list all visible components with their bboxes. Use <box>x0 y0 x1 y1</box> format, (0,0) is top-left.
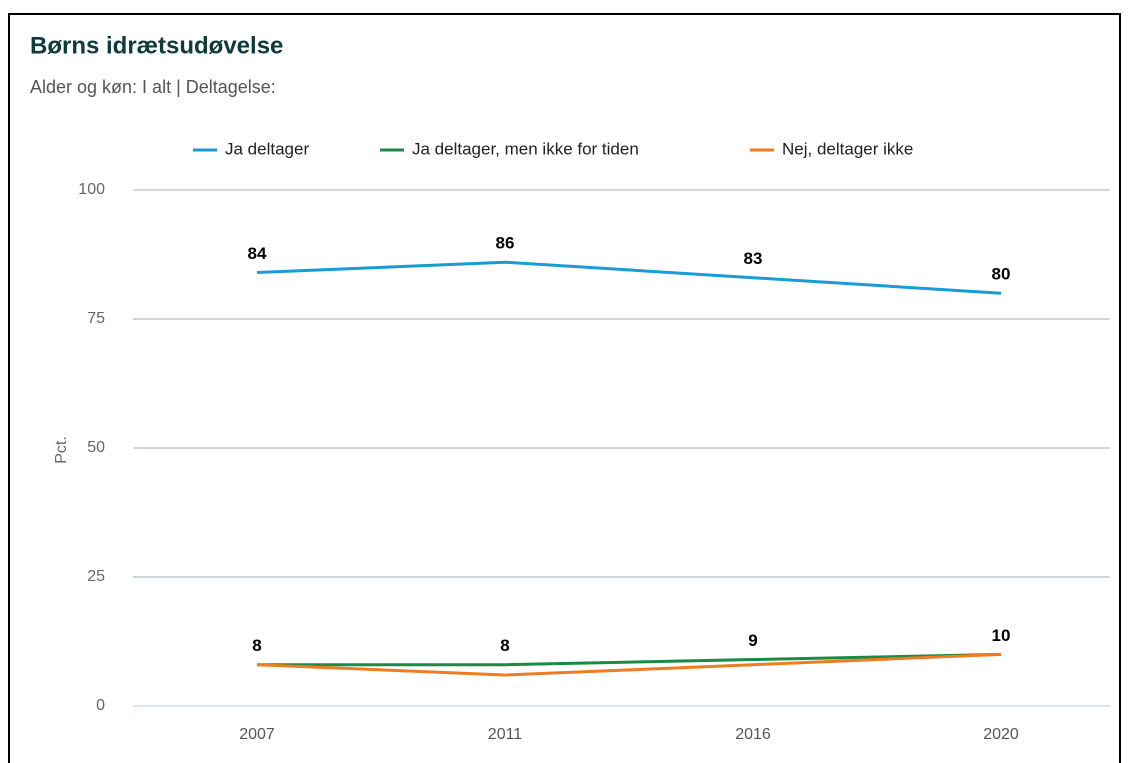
x-tick-label: 2016 <box>735 726 771 743</box>
legend-label: Ja deltager, men ikke for tiden <box>412 139 639 158</box>
x-tick-label: 2011 <box>488 726 523 743</box>
data-label: 10 <box>992 626 1011 645</box>
data-label: 8 <box>252 636 261 655</box>
x-tick-label: 2007 <box>239 726 275 743</box>
data-label: 84 <box>248 244 267 263</box>
y-tick-label: 100 <box>78 181 105 198</box>
series-line <box>256 652 1002 677</box>
series-line <box>256 260 1002 295</box>
x-tick-label: 2020 <box>983 726 1019 743</box>
frame <box>8 13 1121 763</box>
y-axis-label: Pct. <box>53 436 70 464</box>
series-line <box>257 652 1002 667</box>
data-label: 83 <box>744 249 763 268</box>
data-label: 80 <box>992 265 1011 284</box>
y-tick-label: 75 <box>87 310 105 327</box>
y-tick-label: 0 <box>96 697 105 714</box>
chart-title: Børns idrætsudøvelse <box>30 32 283 59</box>
y-tick-label: 50 <box>87 439 105 456</box>
data-label: 9 <box>748 631 757 650</box>
data-label: 86 <box>496 234 515 253</box>
legend-label: Ja deltager <box>225 139 309 158</box>
legend-label: Nej, deltager ikke <box>782 139 913 158</box>
chart-subtitle: Alder og køn: I alt | Deltagelse: <box>30 77 276 97</box>
data-label: 8 <box>500 636 509 655</box>
y-tick-label: 25 <box>87 568 105 585</box>
